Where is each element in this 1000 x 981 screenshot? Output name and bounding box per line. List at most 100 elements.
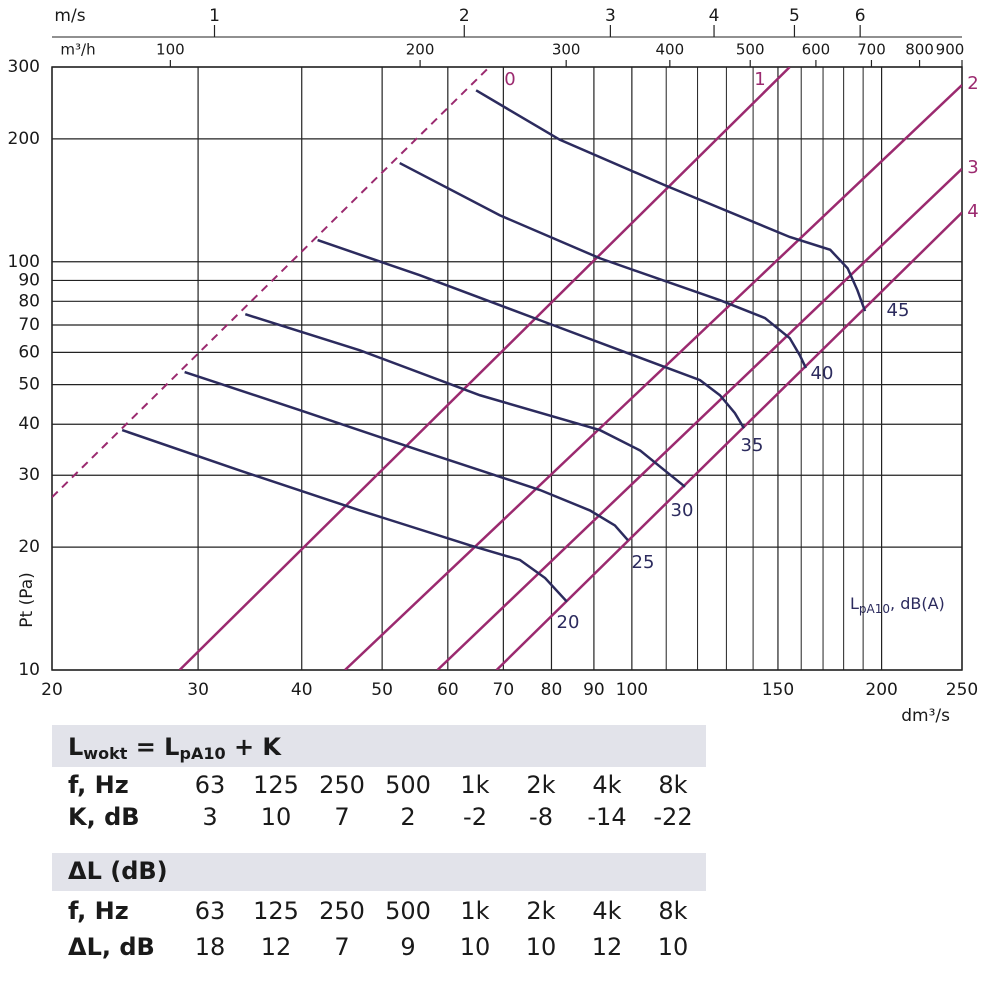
- table-cell: 1k: [460, 897, 489, 925]
- x-tick-label: 200: [865, 680, 897, 700]
- table-title-part: ΔL (dB): [68, 857, 168, 885]
- table-cell: 3: [202, 803, 217, 831]
- top-axis-label: m³/h: [60, 41, 95, 59]
- table-title-part: = L: [127, 733, 179, 761]
- top-tick-label: 2: [459, 6, 470, 26]
- y-tick-label: 80: [18, 291, 40, 311]
- x-tick-label: 50: [371, 680, 393, 700]
- row-label: f, Hz: [68, 771, 129, 799]
- table-cell: 2k: [526, 897, 555, 925]
- row-label: K, dB: [68, 803, 140, 831]
- top-tick-label: 6: [855, 6, 866, 26]
- series-line: [184, 370, 629, 541]
- table-cell: -8: [529, 803, 553, 831]
- table-title: ΔL (dB): [68, 857, 168, 885]
- series-line: [244, 313, 686, 488]
- series-label: 3: [967, 157, 978, 178]
- table-cell: -14: [587, 803, 626, 831]
- table-cell: 250: [319, 897, 365, 925]
- series-label: 40: [811, 363, 834, 384]
- table-cell: 2k: [526, 771, 555, 799]
- series-label: 30: [671, 500, 694, 521]
- x-tick-label: 60: [437, 680, 459, 700]
- top-tick-label: 800: [905, 41, 934, 59]
- x-tick-label: 150: [762, 680, 794, 700]
- series-label: 1: [754, 69, 765, 90]
- y-tick-label: 10: [18, 660, 40, 680]
- top-tick-label: 600: [802, 41, 831, 59]
- top-tick-label: 5: [789, 6, 800, 26]
- series-label: 35: [741, 435, 764, 456]
- x-tick-label: 70: [493, 680, 515, 700]
- series-group: [52, 67, 962, 670]
- annotation: LpA10, dB(A): [850, 594, 945, 616]
- y-tick-label: 60: [18, 342, 40, 362]
- x-tick-label: 80: [541, 680, 563, 700]
- table-title-part: wokt: [83, 744, 127, 763]
- annotation-sub: pA10: [859, 602, 890, 616]
- table-cell: 8k: [658, 897, 687, 925]
- table-title: Lwokt = LpA10 + K: [68, 733, 282, 763]
- table-cell: 1k: [460, 771, 489, 799]
- x-tick-label: 40: [291, 680, 313, 700]
- table-cell: 250: [319, 771, 365, 799]
- series-line: [121, 428, 568, 603]
- top-tick-label: 300: [552, 41, 581, 59]
- series-line: [178, 67, 791, 670]
- y-tick-label: 30: [18, 465, 40, 485]
- top-axis-label: m/s: [54, 6, 85, 26]
- table-title-part: pA10: [179, 744, 225, 763]
- table-title-part: + K: [226, 733, 283, 761]
- series-label: 45: [887, 300, 910, 321]
- annotation-main: L: [850, 594, 859, 613]
- x-tick-label: 100: [616, 680, 648, 700]
- y-tick-label: 300: [8, 57, 40, 77]
- table-header-bg: [52, 725, 706, 767]
- table-cell: 63: [195, 897, 226, 925]
- y-tick-label: 70: [18, 315, 40, 335]
- table-cell: 500: [385, 771, 431, 799]
- series-line: [52, 68, 489, 498]
- table-cell: 7: [334, 933, 349, 961]
- y-axis-label: Pt (Pa): [17, 572, 37, 628]
- x-tick-label: 30: [187, 680, 209, 700]
- series-line: [495, 211, 962, 670]
- y-tick-label: 50: [18, 375, 40, 395]
- top-tick-label: 900: [936, 41, 965, 59]
- series-label: 20: [557, 612, 580, 633]
- table-cell: 12: [592, 933, 623, 961]
- table-cell: 8k: [658, 771, 687, 799]
- table-cell: -22: [653, 803, 692, 831]
- table-cell: 500: [385, 897, 431, 925]
- x-tick-label: 90: [583, 680, 605, 700]
- row-label: ΔL, dB: [68, 933, 155, 961]
- series-label: 2: [967, 73, 978, 94]
- table-cell: 125: [253, 897, 299, 925]
- top-tick-label: 100: [156, 41, 185, 59]
- x-tick-label: 20: [41, 680, 63, 700]
- top-tick-label: 1: [209, 6, 220, 26]
- y-tick-label: 100: [8, 252, 40, 272]
- series-line: [344, 84, 962, 670]
- series-line: [317, 238, 746, 429]
- table-cell: 125: [253, 771, 299, 799]
- table-cell: 10: [658, 933, 689, 961]
- y-tick-label: 40: [18, 414, 40, 434]
- series-label: 4: [967, 201, 978, 222]
- top-tick-label: 500: [736, 41, 765, 59]
- x-axis-label: dm³/s: [901, 706, 950, 726]
- table-title-part: L: [68, 733, 83, 761]
- y-tick-label: 200: [8, 129, 40, 149]
- annotation-rest: , dB(A): [890, 594, 945, 613]
- table-cell: 9: [400, 933, 415, 961]
- top-tick-label: 200: [406, 41, 435, 59]
- table-cell: 2: [400, 803, 415, 831]
- table-cell: 4k: [592, 771, 621, 799]
- table-cell: 10: [460, 933, 491, 961]
- x-tick-label: 250: [946, 680, 978, 700]
- top-tick-label: 3: [605, 6, 616, 26]
- table-cell: -2: [463, 803, 487, 831]
- table-cell: 10: [261, 803, 292, 831]
- top-tick-label: 400: [656, 41, 685, 59]
